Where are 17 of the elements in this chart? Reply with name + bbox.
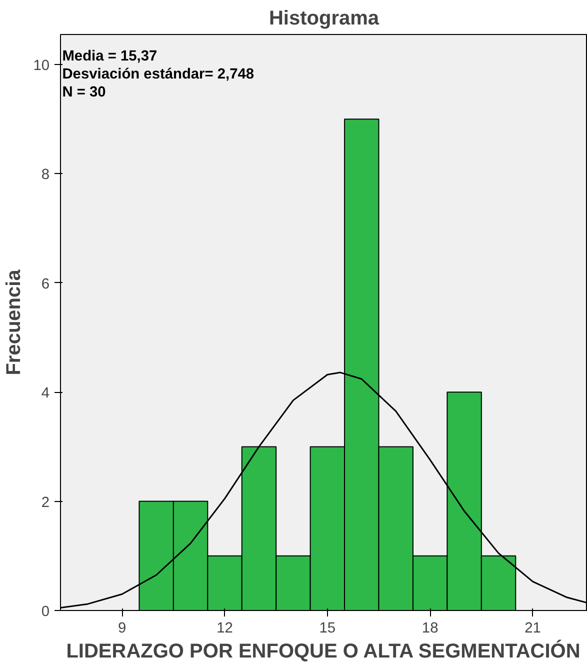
x-tick-label: 9: [118, 620, 126, 636]
chart-title: Histograma: [268, 8, 380, 30]
y-tick-label: 4: [41, 386, 50, 402]
annotation: N = 30: [62, 84, 106, 101]
x-tick-label: 18: [422, 620, 438, 636]
y-tick-label: 10: [33, 58, 50, 74]
y-tick-label: 6: [41, 276, 50, 292]
x-axis-title: LIDERAZGO POR ENFOQUE O ALTA SEGMENTACIÓN: [66, 640, 580, 662]
y-tick-label: 0: [41, 604, 50, 620]
x-tick-label: 12: [216, 620, 233, 636]
annotation: Media = 15,37: [62, 48, 158, 65]
y-tick-label: 2: [41, 494, 50, 511]
y-axis-title: Frecuencia: [3, 268, 26, 376]
y-tick-label: 8: [41, 167, 50, 184]
x-tick-label: 15: [319, 620, 336, 636]
annotation: Desviación estándar= 2,748: [62, 66, 254, 83]
x-tick-label: 21: [524, 620, 541, 636]
